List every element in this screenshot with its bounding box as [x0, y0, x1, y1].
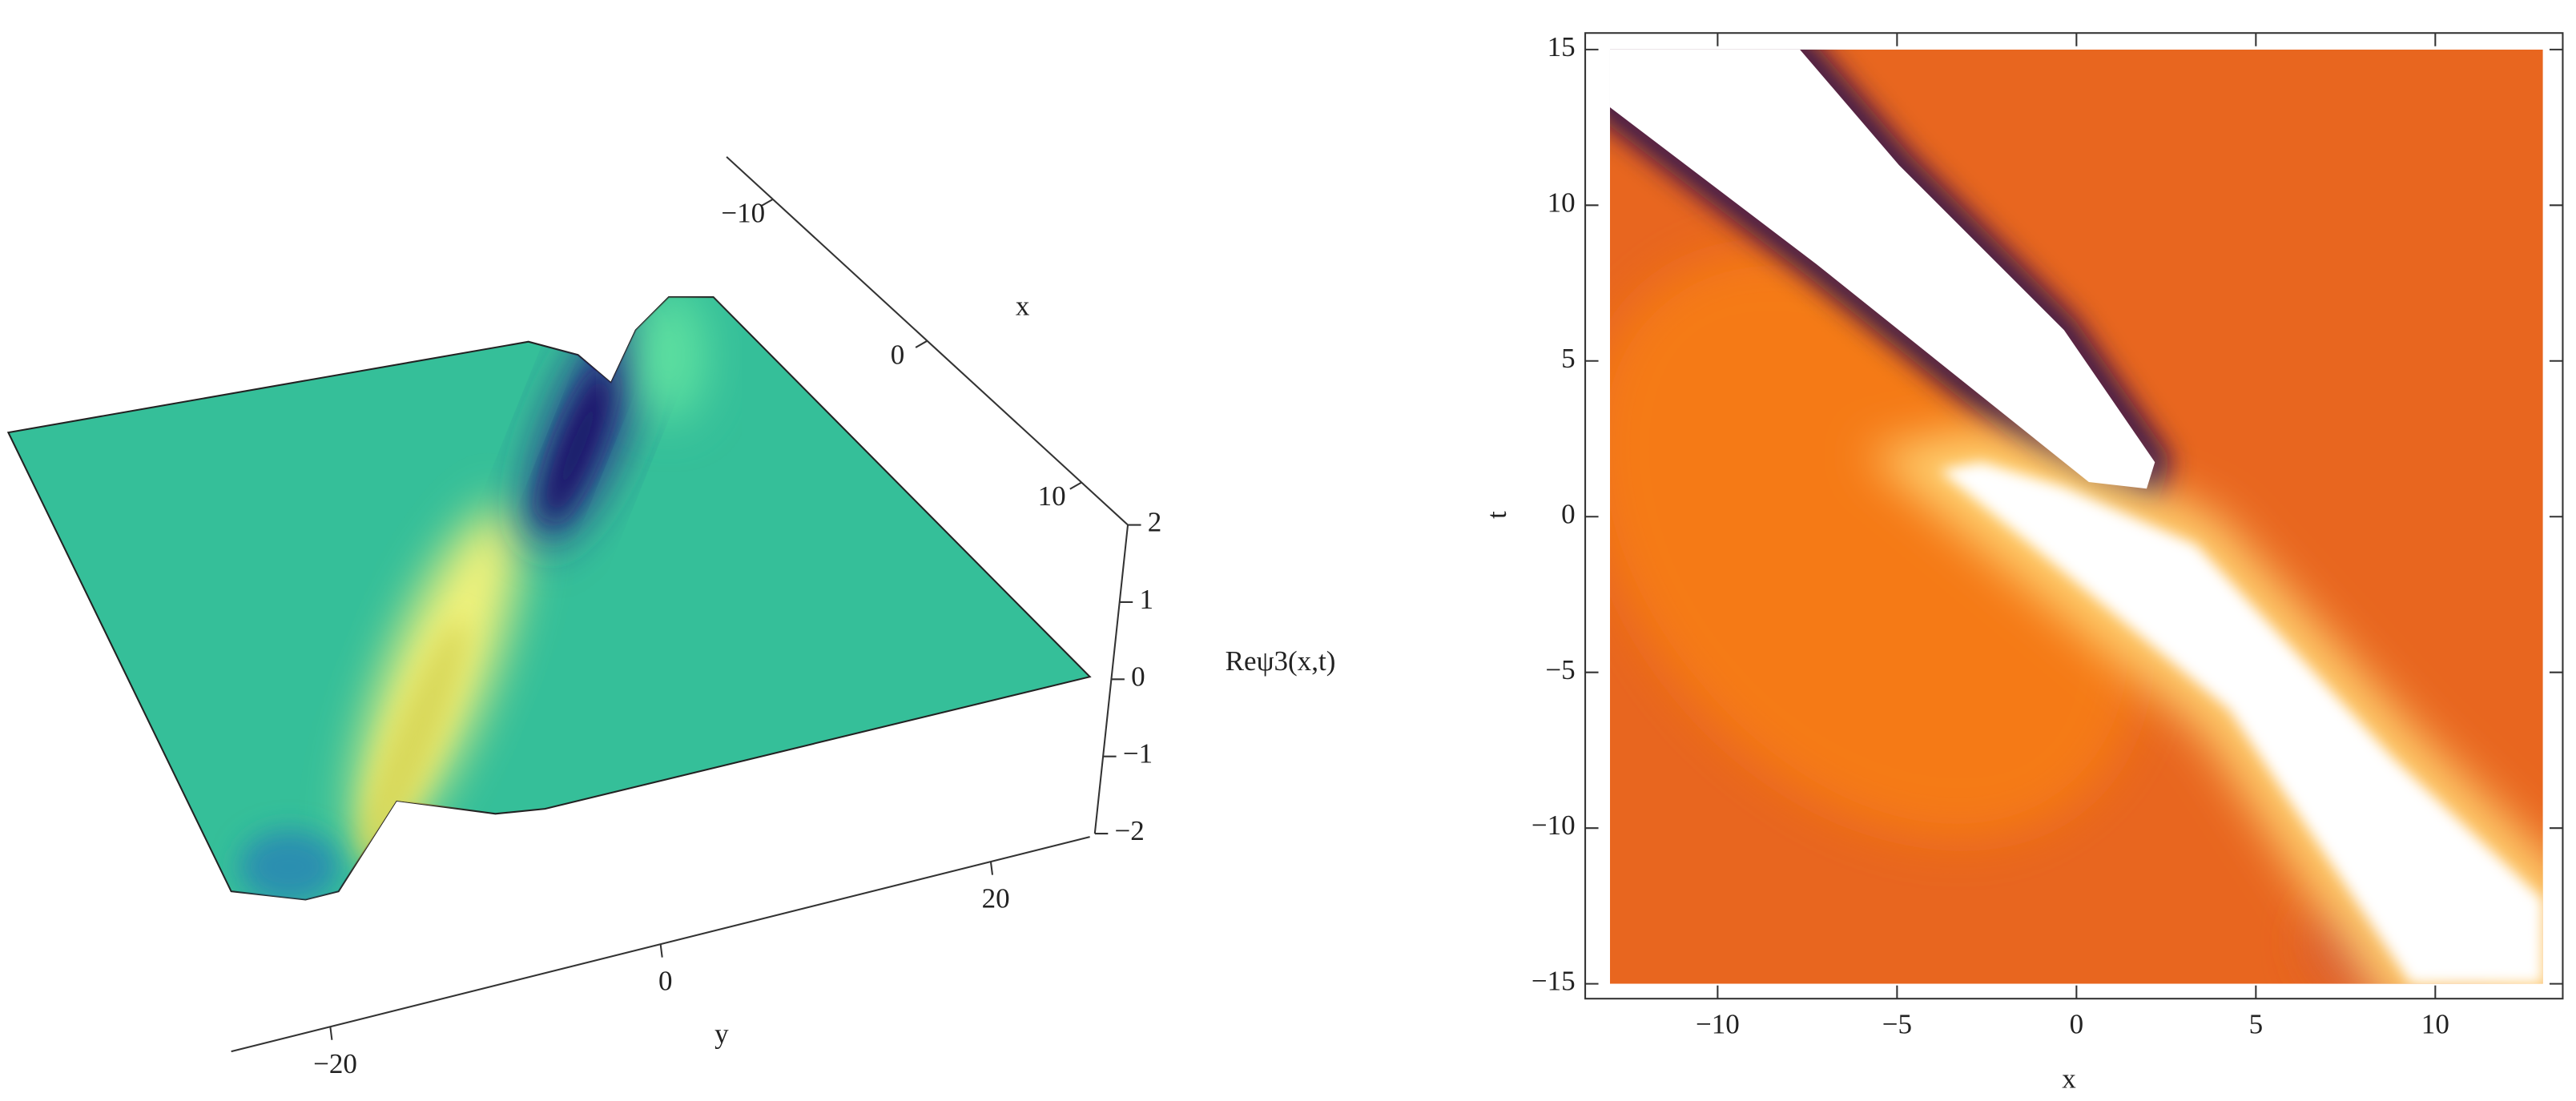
tick-mark	[1069, 481, 1082, 490]
y-tick-label: −15	[1532, 966, 1576, 997]
x-tick-label: −5	[1882, 1008, 1912, 1039]
tick-mark	[915, 340, 928, 348]
x-tick-label: 0	[2070, 1008, 2084, 1039]
x-tick-label: −10	[1696, 1008, 1740, 1039]
z-tick-label: 2	[1148, 507, 1162, 538]
x-tick-label: −10	[721, 198, 765, 229]
y-tick-label: −20	[313, 1048, 357, 1079]
tick-mark	[989, 861, 994, 875]
z-tick-label: 0	[1131, 661, 1145, 692]
y-axis-label: y	[714, 1019, 729, 1050]
y-tick-label: 10	[1548, 187, 1576, 218]
x-tick-label: 10	[1038, 480, 1066, 512]
surface	[6, 296, 1092, 901]
y-tick-label: −10	[1532, 810, 1576, 841]
y-tick-label: 0	[658, 966, 673, 997]
y-tick-label: 0	[1561, 498, 1576, 529]
tick-mark	[659, 944, 663, 958]
y-axis-label: t	[1481, 511, 1512, 519]
z-tick-label: −2	[1115, 815, 1145, 846]
x-tick-label: 5	[2249, 1008, 2264, 1039]
x-axis-label: x	[2062, 1063, 2076, 1094]
y-tick-label: −5	[1545, 654, 1575, 685]
y-tick-label: 20	[982, 883, 1010, 914]
tick-mark	[760, 198, 774, 207]
x-axis-label: x	[1016, 291, 1030, 322]
tick-mark	[329, 1027, 333, 1040]
z-tick-label: 1	[1139, 584, 1153, 615]
z-tick-label: −1	[1123, 738, 1153, 769]
density-field	[1584, 32, 2564, 1000]
z-axis-label: Reψ3(x,t)	[1226, 645, 1336, 677]
x-tick-label: 0	[891, 339, 905, 370]
y-tick-label: 5	[1561, 343, 1576, 374]
y-tick-label: 15	[1548, 31, 1576, 62]
x-tick-label: 10	[2421, 1008, 2449, 1039]
